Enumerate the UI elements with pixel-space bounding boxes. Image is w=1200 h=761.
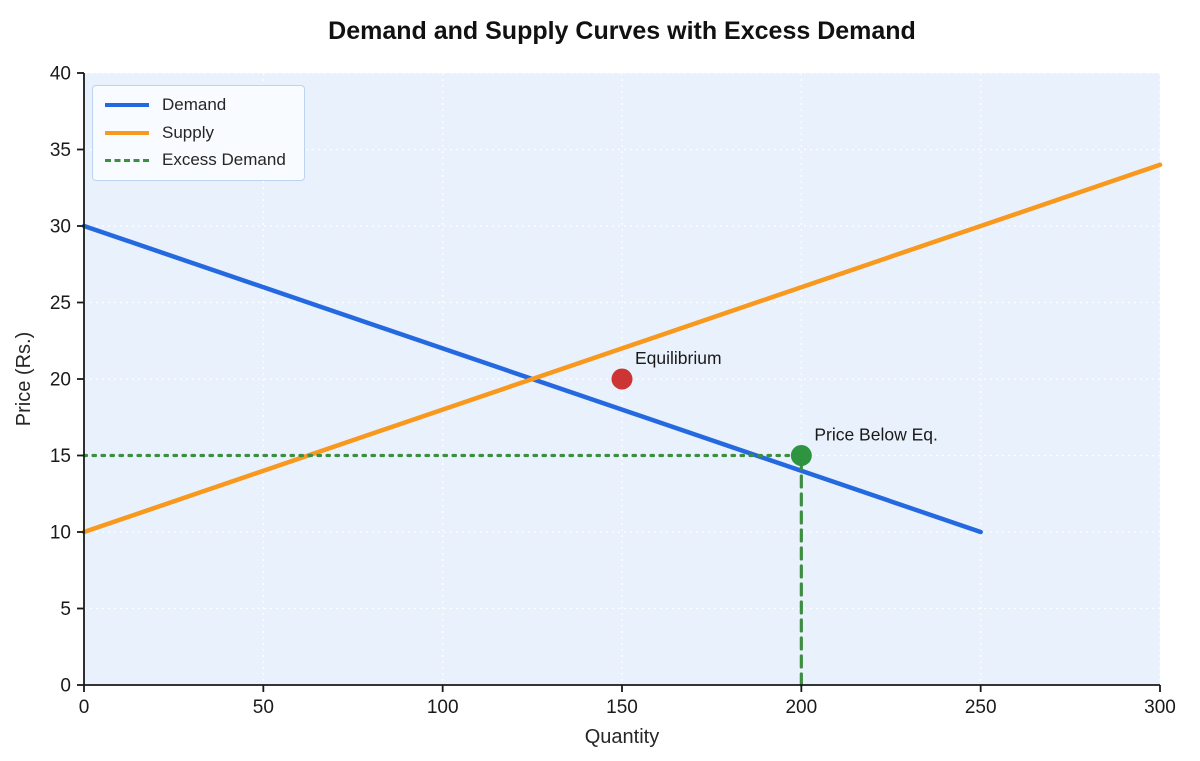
legend-item-demand: Demand xyxy=(105,95,286,115)
x-tick-label-100: 100 xyxy=(427,697,459,718)
marker-label-price-below-eq: Price Below Eq. xyxy=(814,425,938,445)
chart-legend: Demand Supply Excess Demand xyxy=(92,85,305,182)
y-tick-label-20: 20 xyxy=(50,370,71,391)
y-tick-label-15: 15 xyxy=(50,446,71,467)
demand-line-swatch xyxy=(105,103,149,108)
y-tick-label-30: 30 xyxy=(50,217,71,238)
marker-equilibrium xyxy=(611,368,633,390)
y-axis-label: Price (Rs.) xyxy=(13,332,35,426)
y-tick-label-0: 0 xyxy=(60,676,71,697)
supply-line-swatch xyxy=(105,131,149,136)
y-tick-label-35: 35 xyxy=(50,140,71,161)
legend-item-supply: Supply xyxy=(105,122,286,143)
y-tick-label-25: 25 xyxy=(50,293,71,314)
excess-demand-line-swatch xyxy=(105,159,149,163)
legend-label-demand: Demand xyxy=(162,95,227,114)
x-tick-label-50: 50 xyxy=(253,697,274,718)
legend-label-supply: Supply xyxy=(162,122,214,142)
marker-price-below-eq xyxy=(790,445,812,466)
x-tick-label-250: 250 xyxy=(965,697,997,718)
x-tick-label-0: 0 xyxy=(79,697,90,718)
series-line-supply xyxy=(81,162,1163,535)
y-tick-label-5: 5 xyxy=(60,599,71,620)
x-axis-label: Quantity xyxy=(585,726,659,748)
y-tick-label-40: 40 xyxy=(50,64,71,85)
y-tick-label-10: 10 xyxy=(50,523,71,544)
legend-label-excess-demand: Excess Demand xyxy=(162,150,286,170)
x-tick-label-300: 300 xyxy=(1144,697,1176,718)
x-tick-label-150: 150 xyxy=(606,697,638,718)
chart-title: Demand and Supply Curves with Excess Dem… xyxy=(328,17,916,45)
x-tick-label-200: 200 xyxy=(785,697,817,718)
legend-item-excess-demand: Excess Demand xyxy=(105,151,286,170)
marker-label-equilibrium: Equilibrium xyxy=(635,348,722,368)
